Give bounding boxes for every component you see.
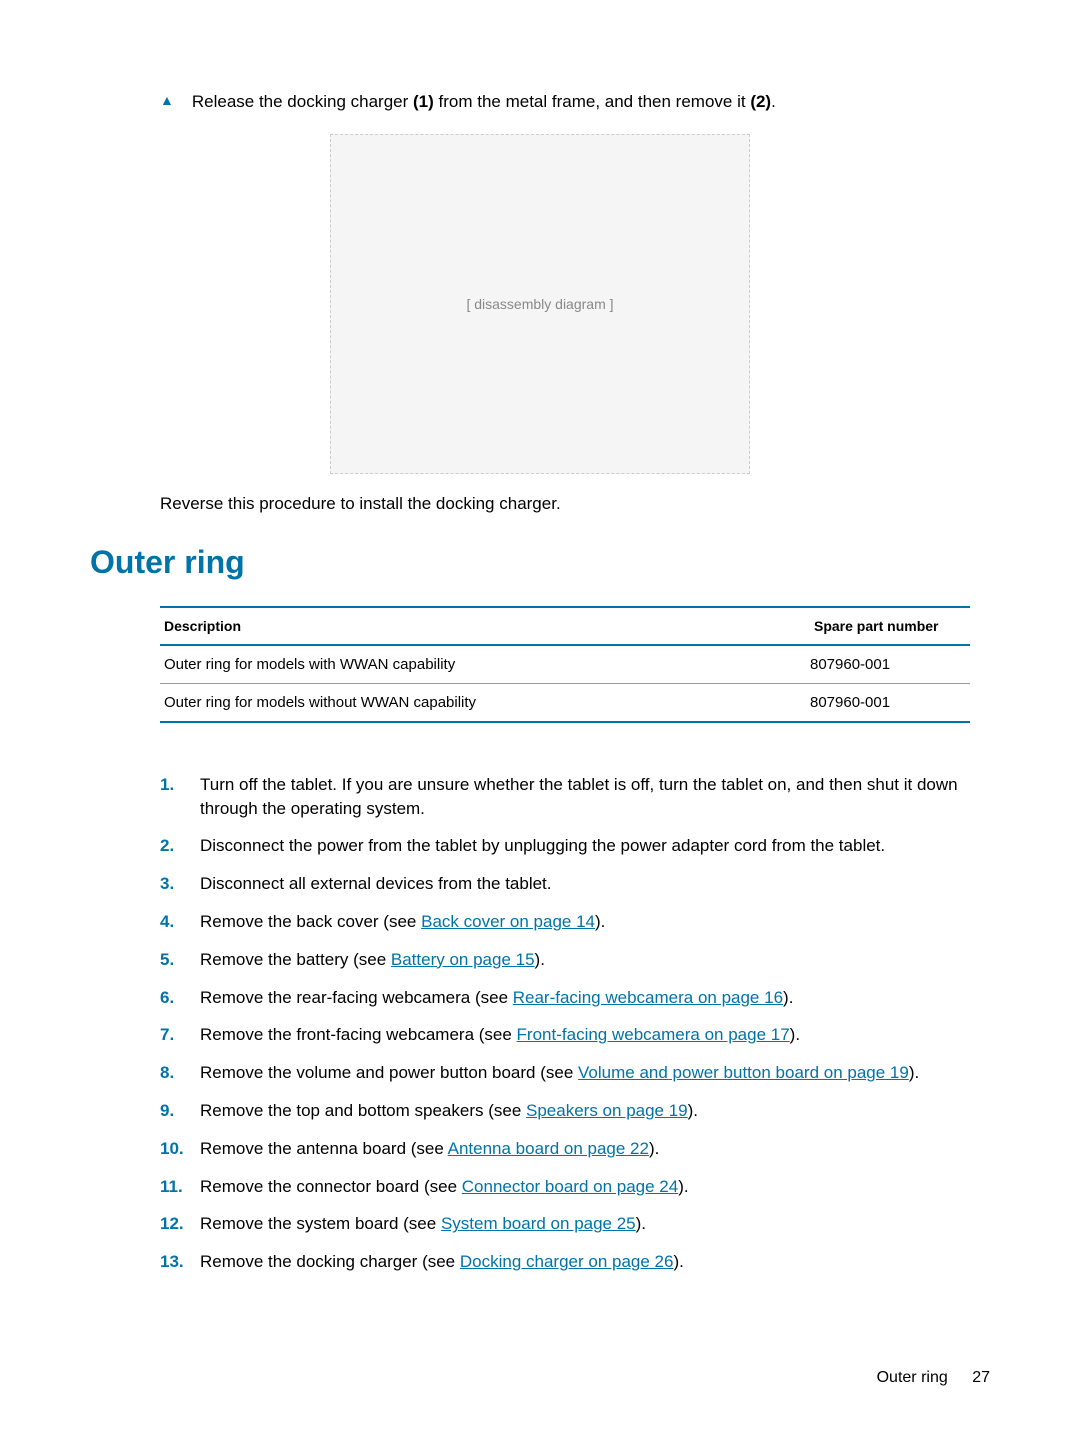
instr-bold1: (1): [413, 92, 434, 111]
cross-ref-link[interactable]: Front-facing webcamera on page 17: [517, 1025, 790, 1044]
step-text: Remove the rear-facing webcamera (see: [200, 988, 513, 1007]
step-post: ).: [673, 1252, 683, 1271]
footer-page-number: 27: [972, 1369, 990, 1386]
spare-parts-table: Description Spare part number Outer ring…: [160, 606, 970, 723]
step-item: Remove the connector board (see Connecto…: [160, 1175, 990, 1199]
cross-ref-link[interactable]: Docking charger on page 26: [460, 1252, 674, 1271]
step-text: Remove the connector board (see: [200, 1177, 462, 1196]
page-footer: Outer ring 27: [877, 1369, 990, 1387]
step-item: Remove the back cover (see Back cover on…: [160, 910, 990, 934]
step-item: Remove the rear-facing webcamera (see Re…: [160, 986, 990, 1010]
cross-ref-link[interactable]: Connector board on page 24: [462, 1177, 678, 1196]
step-item: Remove the front-facing webcamera (see F…: [160, 1023, 990, 1047]
step-text: Remove the antenna board (see: [200, 1139, 448, 1158]
cell-part: 807960-001: [810, 645, 970, 684]
cell-part: 807960-001: [810, 683, 970, 722]
step-item: Remove the volume and power button board…: [160, 1061, 990, 1085]
step-post: ).: [649, 1139, 659, 1158]
step-post: ).: [688, 1101, 698, 1120]
cell-desc: Outer ring for models without WWAN capab…: [160, 683, 810, 722]
step-text: Remove the volume and power button board…: [200, 1063, 578, 1082]
step-text: Disconnect the power from the tablet by …: [200, 836, 885, 855]
step-item: Remove the battery (see Battery on page …: [160, 948, 990, 972]
step-text: Remove the front-facing webcamera (see: [200, 1025, 517, 1044]
step-post: ).: [678, 1177, 688, 1196]
step-post: ).: [535, 950, 545, 969]
cross-ref-link[interactable]: Volume and power button board on page 19: [578, 1063, 909, 1082]
steps-list: Turn off the tablet. If you are unsure w…: [160, 773, 990, 1274]
step-post: ).: [595, 912, 605, 931]
reverse-procedure-text: Reverse this procedure to install the do…: [160, 494, 990, 514]
step-text: Remove the docking charger (see: [200, 1252, 460, 1271]
footer-title: Outer ring: [877, 1369, 948, 1386]
instr-mid: from the metal frame, and then remove it: [434, 92, 751, 111]
step-item: Disconnect all external devices from the…: [160, 872, 990, 896]
cell-desc: Outer ring for models with WWAN capabili…: [160, 645, 810, 684]
disassembly-diagram: [ disassembly diagram ]: [330, 134, 750, 474]
instr-bold2: (2): [750, 92, 771, 111]
instr-post: .: [771, 92, 776, 111]
step-text: Remove the top and bottom speakers (see: [200, 1101, 526, 1120]
table-row: Outer ring for models with WWAN capabili…: [160, 645, 970, 684]
cross-ref-link[interactable]: Rear-facing webcamera on page 16: [513, 988, 783, 1007]
triangle-bullet-icon: ▲: [160, 92, 174, 108]
step-text: Remove the back cover (see: [200, 912, 421, 931]
cross-ref-link[interactable]: Battery on page 15: [391, 950, 535, 969]
step-post: ).: [909, 1063, 919, 1082]
step-item: Remove the docking charger (see Docking …: [160, 1250, 990, 1274]
cross-ref-link[interactable]: System board on page 25: [441, 1214, 636, 1233]
col-description: Description: [160, 607, 810, 645]
table-header-row: Description Spare part number: [160, 607, 970, 645]
step-text: Remove the battery (see: [200, 950, 391, 969]
step-item: Turn off the tablet. If you are unsure w…: [160, 773, 990, 821]
step-post: ).: [636, 1214, 646, 1233]
step-text: Turn off the tablet. If you are unsure w…: [200, 775, 958, 818]
step-item: Remove the antenna board (see Antenna bo…: [160, 1137, 990, 1161]
top-instruction: ▲ Release the docking charger (1) from t…: [160, 90, 990, 114]
step-text: Remove the system board (see: [200, 1214, 441, 1233]
table-row: Outer ring for models without WWAN capab…: [160, 683, 970, 722]
step-item: Remove the system board (see System boar…: [160, 1212, 990, 1236]
cross-ref-link[interactable]: Speakers on page 19: [526, 1101, 688, 1120]
instruction-text: Release the docking charger (1) from the…: [192, 90, 776, 114]
step-text: Disconnect all external devices from the…: [200, 874, 552, 893]
step-post: ).: [790, 1025, 800, 1044]
step-item: Disconnect the power from the tablet by …: [160, 834, 990, 858]
instr-pre: Release the docking charger: [192, 92, 413, 111]
step-item: Remove the top and bottom speakers (see …: [160, 1099, 990, 1123]
step-post: ).: [783, 988, 793, 1007]
cross-ref-link[interactable]: Antenna board on page 22: [448, 1139, 649, 1158]
section-title: Outer ring: [90, 544, 990, 581]
col-spare-part: Spare part number: [810, 607, 970, 645]
cross-ref-link[interactable]: Back cover on page 14: [421, 912, 595, 931]
